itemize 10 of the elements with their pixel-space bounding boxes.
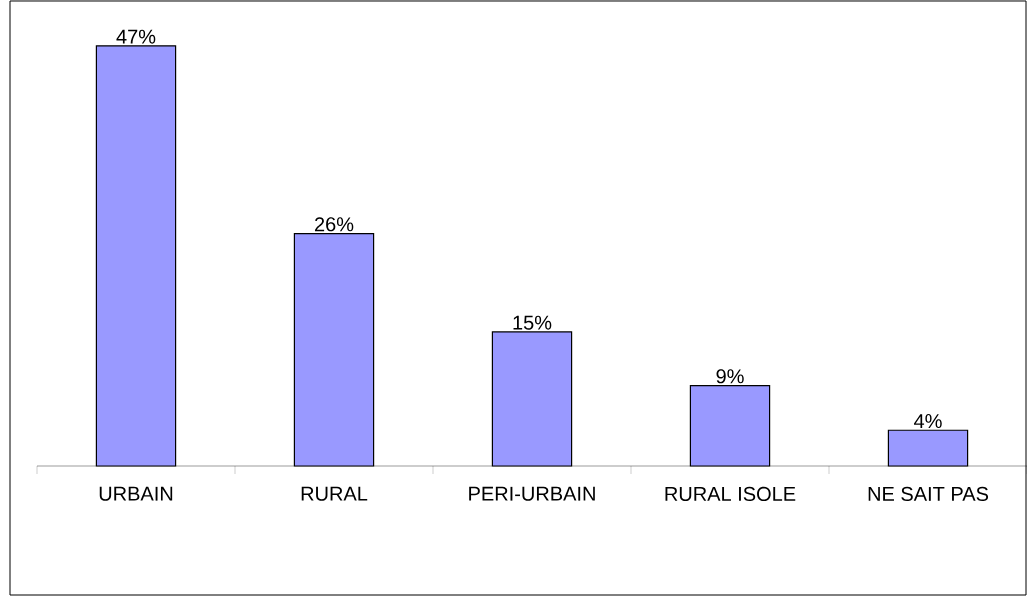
data-label: 9% xyxy=(716,369,744,384)
x-tick-label: RURAL ISOLE xyxy=(665,486,796,502)
data-label: 4% xyxy=(914,414,942,429)
x-tick-label: URBAIN xyxy=(99,486,173,501)
x-tick-label: PERI-URBAIN xyxy=(469,486,595,501)
data-label: 26% xyxy=(314,217,354,232)
data-label: 15% xyxy=(513,315,552,330)
data-label: 47% xyxy=(116,29,156,44)
x-tick-label: NE SAIT PAS xyxy=(868,486,989,502)
x-tick-label: RURAL xyxy=(301,486,368,501)
